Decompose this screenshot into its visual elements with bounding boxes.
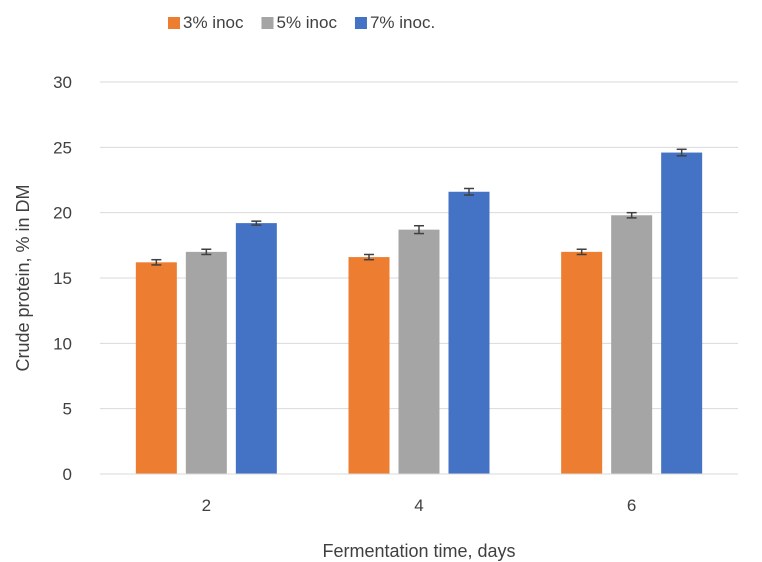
bar <box>448 191 490 474</box>
legend-swatch <box>168 17 180 29</box>
bar <box>348 257 390 474</box>
x-tick-label: 2 <box>202 496 211 515</box>
error-bar <box>201 248 212 256</box>
x-tick-label: 4 <box>414 496 423 515</box>
bar <box>135 262 177 474</box>
legend: 3% inoc 5% inoc 7% inoc. <box>168 13 435 32</box>
y-tick-label: 25 <box>53 138 72 157</box>
y-axis-title: Crude protein, % in DM <box>13 184 33 371</box>
x-axis-ticks: 2 4 6 <box>202 496 637 515</box>
legend-item: 3% inoc <box>168 13 244 32</box>
bar <box>185 251 227 474</box>
y-tick-label: 5 <box>63 400 72 419</box>
legend-swatch <box>354 17 367 29</box>
x-tick-label: 6 <box>627 496 636 515</box>
error-bar <box>576 248 587 256</box>
error-bar <box>364 253 374 261</box>
y-tick-label: 30 <box>53 73 72 92</box>
y-axis-ticks: 0 5 10 15 20 25 30 <box>53 73 72 484</box>
y-tick-label: 15 <box>53 269 72 288</box>
bar <box>398 229 440 474</box>
error-bar <box>414 224 424 235</box>
bars <box>135 148 703 474</box>
legend-label: 5% inoc <box>276 13 337 32</box>
bar <box>561 251 603 474</box>
error-bar <box>464 187 474 196</box>
bar <box>235 223 277 474</box>
error-bar <box>626 211 637 219</box>
bar <box>611 215 653 474</box>
x-axis-title: Fermentation time, days <box>322 541 515 561</box>
legend-label: 3% inoc <box>183 13 244 32</box>
y-tick-label: 0 <box>63 465 72 484</box>
y-tick-label: 20 <box>53 204 72 223</box>
legend-swatch <box>261 17 274 29</box>
error-bar <box>151 258 162 266</box>
legend-label: 7% inoc. <box>370 13 435 32</box>
legend-item: 7% inoc. <box>354 13 435 32</box>
y-tick-label: 10 <box>53 334 72 353</box>
error-bar <box>676 148 687 157</box>
legend-item: 5% inoc <box>261 13 337 32</box>
error-bar <box>251 220 262 226</box>
bar <box>661 152 703 474</box>
